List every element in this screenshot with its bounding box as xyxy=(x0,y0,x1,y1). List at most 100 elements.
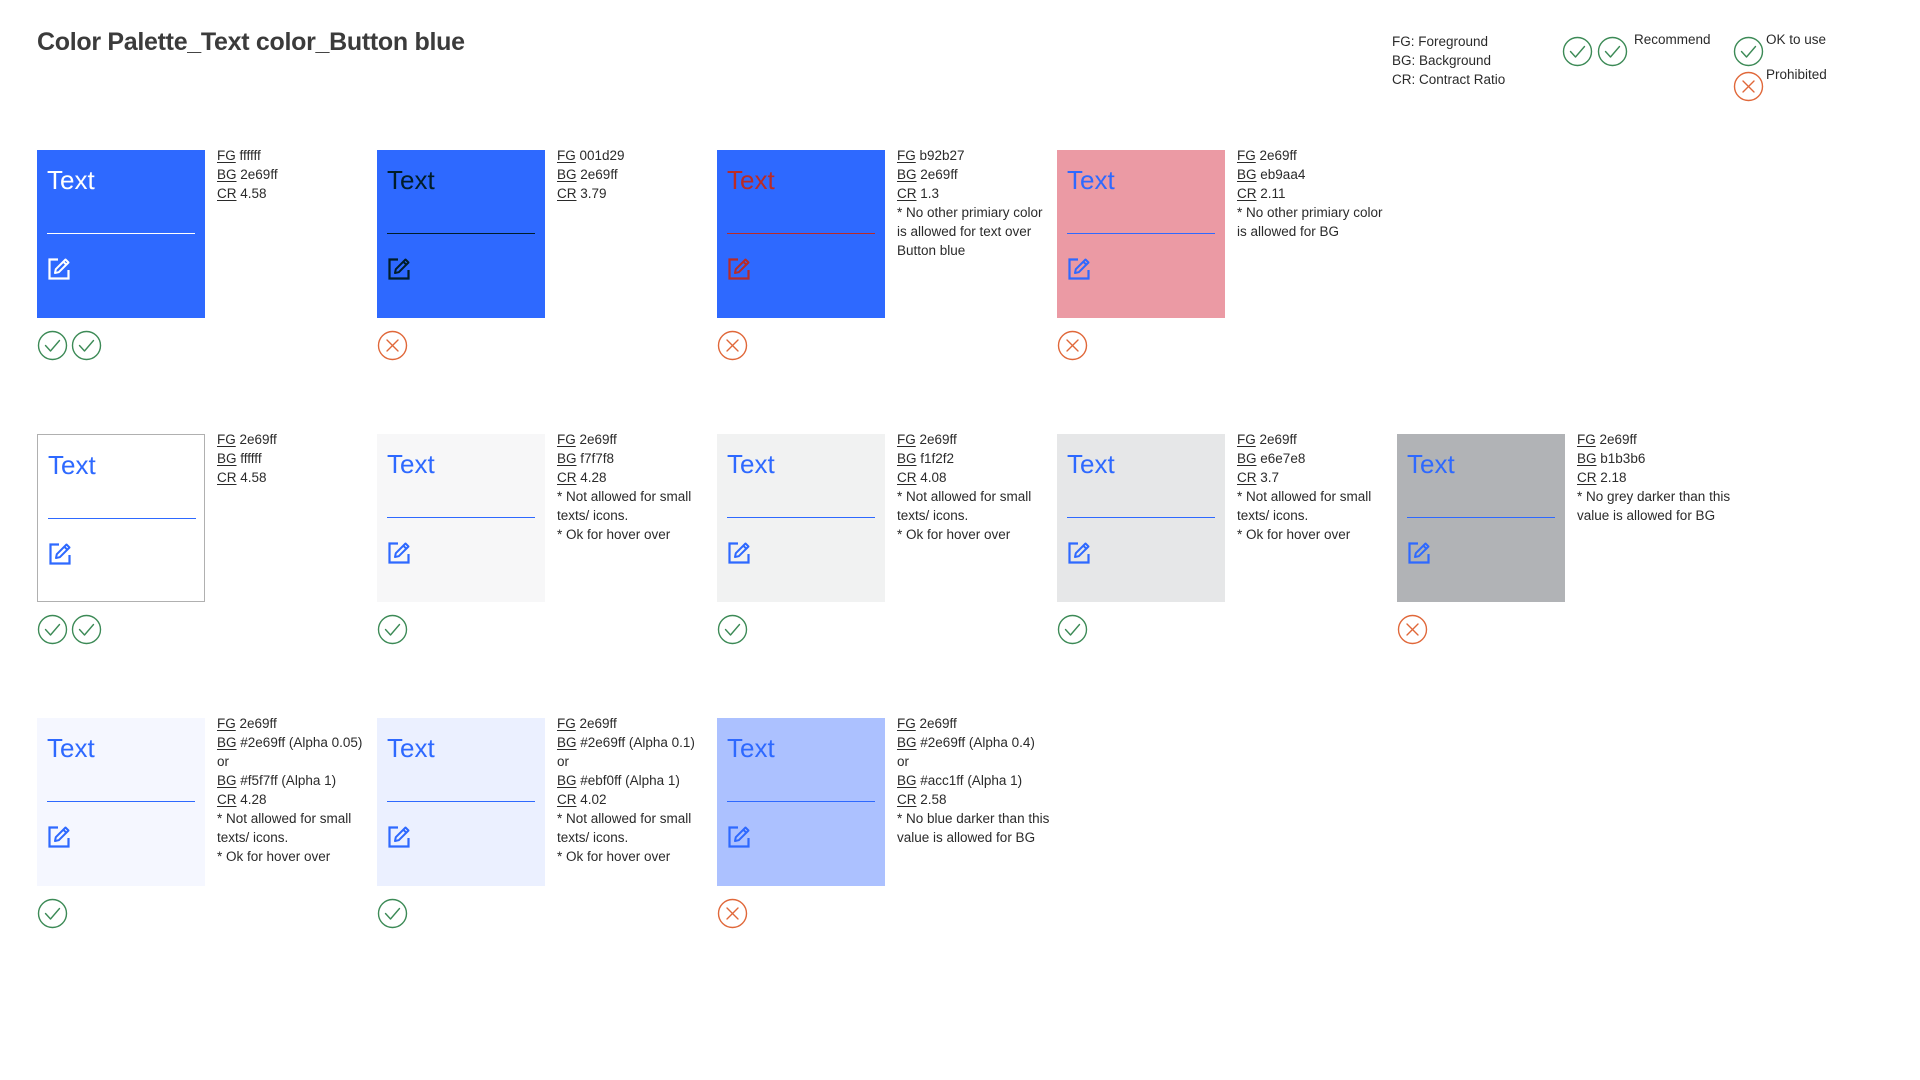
edit-pencil-icon xyxy=(1068,542,1090,564)
status-ok xyxy=(717,614,748,645)
spec-line: CR 1.3 xyxy=(897,184,1055,203)
legend-recommend-label: Recommend xyxy=(1634,32,1711,47)
spec-key: BG xyxy=(217,167,237,182)
sample-text: Text xyxy=(47,165,95,195)
spec-value: or xyxy=(557,754,570,769)
spec-key: CR xyxy=(217,470,237,485)
check-icon xyxy=(1733,36,1764,67)
spec-key: CR xyxy=(1237,470,1257,485)
spec-value: 2e69ff xyxy=(580,167,618,182)
cross-icon xyxy=(1733,71,1764,102)
color-spec: FG 2e69ff BG f7f7f8 CR 4.28 * Not allowed f… xyxy=(557,430,715,544)
edit-pencil-icon xyxy=(49,543,71,565)
status-ok xyxy=(377,898,408,929)
color-swatch-card: Text xyxy=(377,150,545,318)
spec-line: FG 2e69ff xyxy=(897,430,1055,449)
spec-line: BG #f5f7ff (Alpha 1) xyxy=(217,771,375,790)
legend-prohibited-label: Prohibited xyxy=(1766,67,1827,82)
spec-line: CR 4.28 xyxy=(217,790,375,809)
color-swatch-card: Text xyxy=(717,150,885,318)
spec-key: FG xyxy=(1577,432,1596,447)
spec-line: BG #ebf0ff (Alpha 1) xyxy=(557,771,715,790)
edit-pencil-icon xyxy=(388,542,410,564)
edit-pencil-icon xyxy=(728,542,750,564)
spec-line: BG #2e69ff (Alpha 0.4) xyxy=(897,733,1055,752)
spec-note: * Not allowed for small texts/ icons. xyxy=(1237,489,1372,523)
sample-text: Text xyxy=(387,733,435,763)
color-spec: FG 2e69ff BG #2e69ff (Alpha 0.1) or BG #ebf… xyxy=(557,714,715,866)
spec-note: * No blue darker than this value is allo… xyxy=(897,811,1050,845)
spec-key: BG xyxy=(557,735,577,750)
edit-pencil-icon xyxy=(388,258,410,280)
spec-value: f1f2f2 xyxy=(920,451,955,466)
status-prohibited xyxy=(1057,330,1088,361)
spec-value: 2e69ff xyxy=(240,167,278,182)
spec-line: FG 2e69ff xyxy=(217,714,375,733)
spec-key: FG xyxy=(897,148,916,163)
spec-key: BG xyxy=(897,773,917,788)
sample-text: Text xyxy=(727,733,775,763)
spec-line: CR 4.58 xyxy=(217,468,375,487)
cross-icon xyxy=(1057,330,1088,361)
spec-line: FG 001d29 xyxy=(557,146,715,165)
color-spec: FG 2e69ff BG ffffff CR 4.58 xyxy=(217,430,375,487)
color-swatch-card: Text xyxy=(1057,150,1225,318)
check-icon xyxy=(377,898,408,929)
spec-line: BG f7f7f8 xyxy=(557,449,715,468)
spec-key: CR xyxy=(897,470,917,485)
spec-line: CR 4.02 xyxy=(557,790,715,809)
check-icon xyxy=(1562,36,1593,67)
color-spec: FG ffffff BG 2e69ff CR 4.58 xyxy=(217,146,375,203)
legend-ok-icons xyxy=(1733,36,1764,67)
spec-key: BG xyxy=(557,167,577,182)
spec-note: * Not allowed for small texts/ icons. xyxy=(557,811,692,845)
spec-value: 2.58 xyxy=(920,792,947,807)
color-spec: FG 2e69ff BG b1b3b6 CR 2.18 * No grey darke… xyxy=(1577,430,1735,525)
spec-line: CR 2.58 xyxy=(897,790,1055,809)
spec-key: FG xyxy=(557,716,576,731)
spec-line: CR 3.7 xyxy=(1237,468,1395,487)
sample-divider xyxy=(387,233,535,234)
spec-value: 001d29 xyxy=(579,148,625,163)
spec-note: * Not allowed for small texts/ icons. xyxy=(217,811,352,845)
spec-line: BG b1b3b6 xyxy=(1577,449,1735,468)
spec-key: FG xyxy=(557,148,576,163)
spec-key: CR xyxy=(217,792,237,807)
spec-key: CR xyxy=(897,186,917,201)
spec-value: 1.3 xyxy=(920,186,940,201)
edit-pencil-icon xyxy=(728,826,750,848)
spec-line: FG 2e69ff xyxy=(897,714,1055,733)
spec-line: FG 2e69ff xyxy=(557,714,715,733)
sample-divider xyxy=(1407,517,1555,518)
spec-value: 2.18 xyxy=(1600,470,1627,485)
legend-cr: CR: Contract Ratio xyxy=(1392,72,1506,87)
color-swatch-card: Text xyxy=(1397,434,1565,602)
legend-recommend-icons xyxy=(1562,36,1628,67)
cross-icon xyxy=(717,330,748,361)
spec-note: * Ok for hover over xyxy=(897,527,1011,542)
status-ok xyxy=(377,614,408,645)
sample-text: Text xyxy=(727,449,775,479)
spec-line: BG #2e69ff (Alpha 0.1) xyxy=(557,733,715,752)
status-recommend xyxy=(37,614,102,645)
spec-value: #acc1ff (Alpha 1) xyxy=(920,773,1023,788)
spec-value: 4.28 xyxy=(580,470,607,485)
spec-value: or xyxy=(897,754,910,769)
spec-note: * Ok for hover over xyxy=(1237,527,1351,542)
spec-key: FG xyxy=(897,716,916,731)
spec-line: FG ffffff xyxy=(217,146,375,165)
spec-value: eb9aa4 xyxy=(1260,167,1306,182)
color-spec: FG 2e69ff BG e6e7e8 CR 3.7 * Not allowed fo… xyxy=(1237,430,1395,544)
spec-line: CR 4.08 xyxy=(897,468,1055,487)
spec-key: BG xyxy=(217,735,237,750)
spec-value: 2e69ff xyxy=(579,716,617,731)
spec-line: BG 2e69ff xyxy=(897,165,1055,184)
spec-value: 2e69ff xyxy=(1599,432,1637,447)
spec-value: f7f7f8 xyxy=(580,451,615,466)
spec-value: ffffff xyxy=(240,451,262,466)
sample-divider xyxy=(727,801,875,802)
spec-value: ffffff xyxy=(239,148,261,163)
spec-key: FG xyxy=(1237,148,1256,163)
spec-line: CR 4.58 xyxy=(217,184,375,203)
edit-pencil-icon xyxy=(388,826,410,848)
